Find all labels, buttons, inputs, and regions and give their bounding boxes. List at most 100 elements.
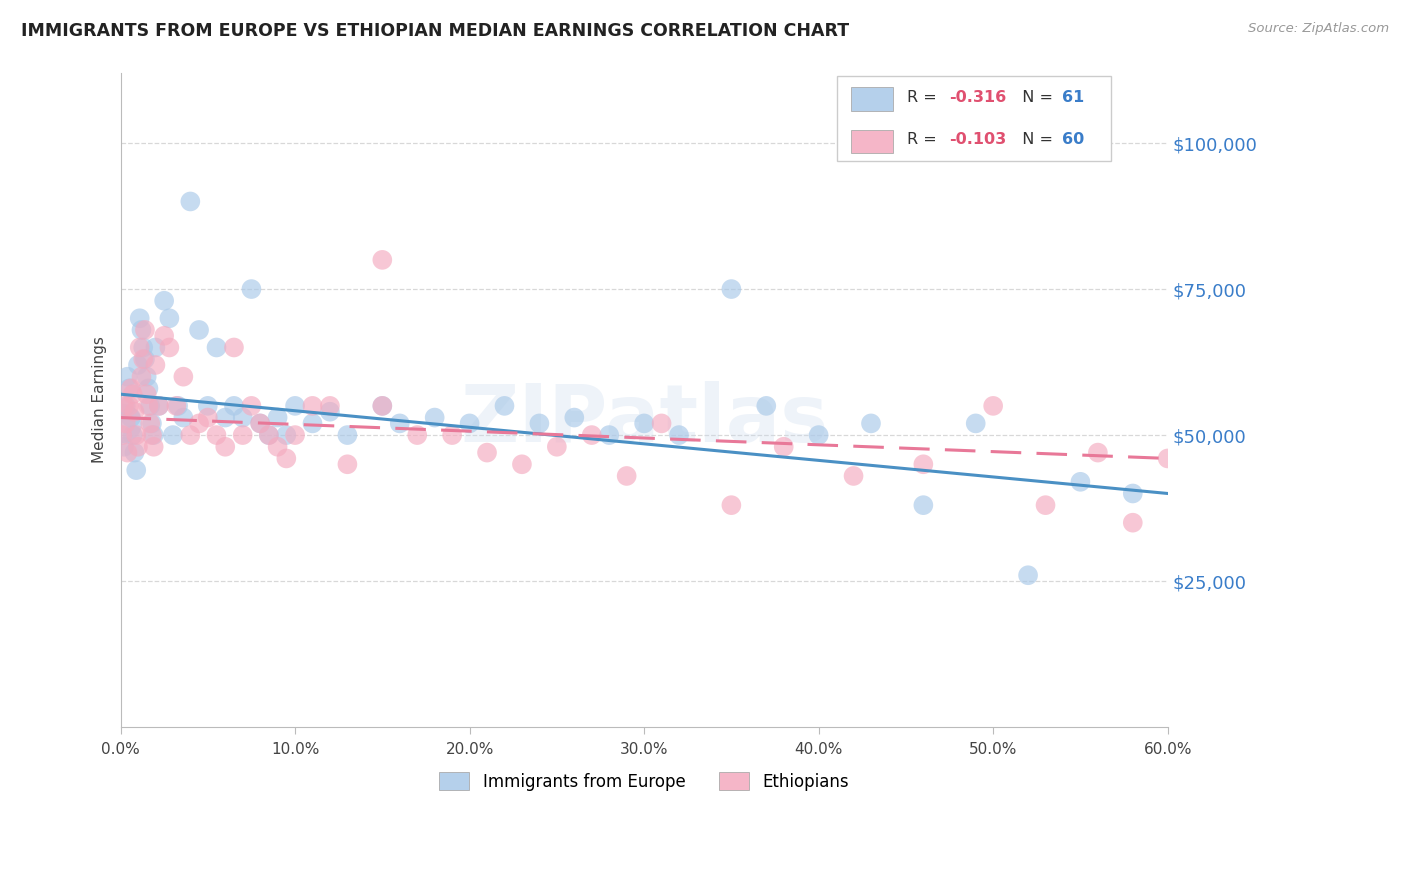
Text: 61: 61	[1062, 89, 1084, 104]
Point	[172, 410, 194, 425]
Point	[141, 428, 163, 442]
Point	[197, 399, 219, 413]
Point	[668, 428, 690, 442]
Point	[127, 440, 149, 454]
Point	[214, 410, 236, 425]
Text: IMMIGRANTS FROM EUROPE VS ETHIOPIAN MEDIAN EARNINGS CORRELATION CHART: IMMIGRANTS FROM EUROPE VS ETHIOPIAN MEDI…	[21, 22, 849, 40]
Point	[1087, 445, 1109, 459]
Point	[141, 417, 163, 431]
Point	[214, 440, 236, 454]
Point	[125, 463, 148, 477]
Point	[276, 428, 298, 442]
Point	[319, 399, 342, 413]
Point	[755, 399, 778, 413]
Point	[546, 440, 568, 454]
Point	[172, 369, 194, 384]
Point	[301, 417, 323, 431]
Point	[249, 417, 271, 431]
Point	[118, 381, 141, 395]
Point	[240, 282, 263, 296]
Point	[598, 428, 620, 442]
Point	[232, 410, 254, 425]
Point	[257, 428, 280, 442]
Text: ZIPatlas: ZIPatlas	[460, 381, 828, 458]
Point	[965, 417, 987, 431]
Point	[1122, 486, 1144, 500]
Text: -0.103: -0.103	[949, 132, 1007, 147]
Point	[117, 445, 139, 459]
Text: R =: R =	[907, 132, 942, 147]
Point	[616, 469, 638, 483]
Point	[371, 399, 394, 413]
Text: Source: ZipAtlas.com: Source: ZipAtlas.com	[1249, 22, 1389, 36]
Point	[276, 451, 298, 466]
Point	[266, 440, 288, 454]
Point	[142, 440, 165, 454]
Point	[371, 399, 394, 413]
Point	[179, 428, 201, 442]
Point	[165, 399, 187, 413]
Point	[138, 399, 160, 413]
Point	[121, 387, 143, 401]
Point	[633, 417, 655, 431]
Point	[205, 341, 228, 355]
Point	[912, 498, 935, 512]
Point	[162, 428, 184, 442]
Point	[1069, 475, 1091, 489]
Point	[388, 417, 411, 431]
Point	[111, 428, 134, 442]
Point	[153, 328, 176, 343]
Point	[232, 428, 254, 442]
Point	[114, 417, 136, 431]
Point	[651, 417, 673, 431]
Point	[197, 410, 219, 425]
Point	[222, 399, 245, 413]
Point	[111, 417, 134, 431]
Point	[128, 341, 150, 355]
Point	[494, 399, 516, 413]
Point	[720, 282, 742, 296]
Point	[319, 405, 342, 419]
Point	[131, 323, 153, 337]
Point	[145, 341, 167, 355]
Point	[1017, 568, 1039, 582]
Point	[240, 399, 263, 413]
Point	[120, 410, 142, 425]
Point	[772, 440, 794, 454]
Point	[148, 399, 170, 413]
Point	[120, 381, 142, 395]
Point	[118, 399, 141, 413]
Point	[124, 405, 146, 419]
Point	[148, 399, 170, 413]
Point	[139, 417, 162, 431]
Point	[134, 352, 156, 367]
Text: -0.316: -0.316	[949, 89, 1007, 104]
Point	[117, 369, 139, 384]
Text: N =: N =	[1012, 89, 1059, 104]
Point	[1157, 451, 1180, 466]
Point	[135, 369, 157, 384]
Point	[1035, 498, 1057, 512]
Point	[301, 399, 323, 413]
Point	[157, 311, 180, 326]
Point	[912, 457, 935, 471]
Point	[167, 399, 190, 413]
Point	[441, 428, 464, 442]
Point	[179, 194, 201, 209]
Point	[131, 369, 153, 384]
Point	[135, 387, 157, 401]
Point	[132, 352, 155, 367]
Point	[125, 428, 148, 442]
Point	[720, 498, 742, 512]
Point	[807, 428, 830, 442]
Point	[127, 358, 149, 372]
Point	[510, 457, 533, 471]
Point	[121, 428, 143, 442]
Point	[188, 323, 211, 337]
Point	[336, 457, 359, 471]
Point	[222, 341, 245, 355]
Point	[157, 341, 180, 355]
Point	[188, 417, 211, 431]
Point	[475, 445, 498, 459]
Point	[371, 252, 394, 267]
